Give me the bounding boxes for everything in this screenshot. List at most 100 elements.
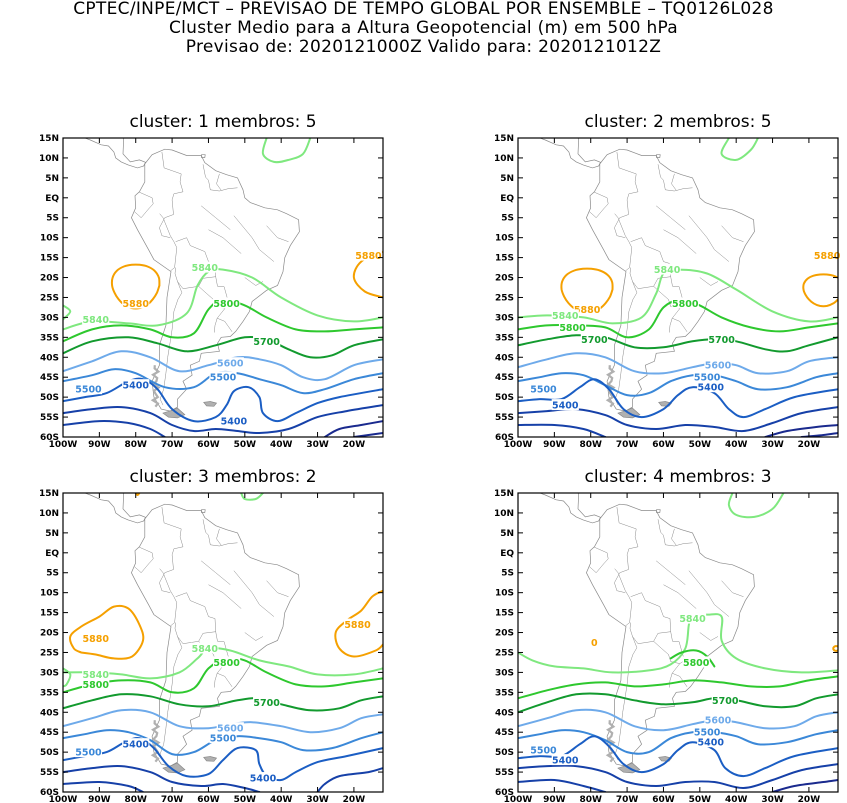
- contour-label-bg: [711, 694, 739, 706]
- contour-label: 5700: [708, 335, 735, 346]
- lat-tick-label: 45S: [495, 728, 514, 738]
- coast-falklands: [203, 756, 218, 762]
- contour-label: 5700: [253, 698, 280, 709]
- lon-tick-label: 60W: [197, 440, 220, 450]
- contour-label-bg: [122, 379, 150, 391]
- contour-label-bg: [249, 772, 277, 784]
- border-10: [214, 318, 218, 333]
- lat-tick-label: 60S: [40, 788, 59, 798]
- lat-tick-label: 10S: [495, 589, 514, 599]
- lat-tick-label: 10S: [40, 589, 59, 599]
- contour-label: 5500: [210, 373, 237, 384]
- lat-tick-label: 15N: [494, 489, 514, 499]
- contour-label-bg: [708, 333, 736, 345]
- contour-5300-11: [63, 764, 261, 792]
- lon-tick-label: 40W: [270, 440, 293, 450]
- contour-label-bg: [213, 297, 241, 309]
- lat-tick-label: 35S: [40, 333, 59, 343]
- border-13: [663, 229, 697, 254]
- lat-tick-label: 5S: [46, 214, 59, 224]
- border-2: [671, 173, 677, 191]
- contour-label-bg: [704, 359, 732, 371]
- lat-tick-label: 5S: [46, 569, 59, 579]
- contour-label: 5800: [559, 323, 586, 334]
- lon-ticks: 100W 90W 80W 70W 60W 50W 40W 30W 20W: [504, 138, 820, 450]
- lon-ticks: 100W 90W 80W 70W 60W 50W 40W 30W 20W: [49, 138, 365, 450]
- contour-label: 5500: [75, 748, 102, 759]
- lon-tick-label: 60W: [652, 440, 675, 450]
- coastlines: [83, 493, 300, 774]
- lat-tick-label: 45S: [40, 728, 59, 738]
- lat-tick-label: 40S: [40, 708, 59, 718]
- lat-tick-label: 35S: [495, 688, 514, 698]
- contour-5880-1: [802, 273, 838, 308]
- lat-tick-label: 30S: [40, 313, 59, 323]
- border-16: [699, 632, 719, 641]
- lon-tick-label: 90W: [543, 795, 566, 803]
- border-1: [657, 164, 693, 192]
- lat-tick-label: 55S: [495, 413, 514, 423]
- coast-central-america: [538, 138, 601, 169]
- border-15: [721, 580, 744, 597]
- contour-label-bg: [253, 335, 281, 347]
- contour-5200-12: [771, 779, 838, 792]
- panel-1-title: cluster: 1 membros: 5: [129, 112, 317, 132]
- contour-label-bg: [253, 696, 281, 708]
- border-13: [208, 584, 242, 609]
- contour-label-bg: [590, 636, 599, 648]
- contour-label-bg: [191, 261, 219, 273]
- border-5: [614, 214, 629, 238]
- border-0: [616, 151, 639, 215]
- contour-label-bg: [191, 642, 219, 654]
- lat-tick-label: EQ: [45, 549, 59, 559]
- coast-falklands: [203, 401, 218, 407]
- lat-tick-label: 15S: [495, 254, 514, 264]
- coast-chile-fjords: [150, 720, 161, 763]
- coast-island-2: [201, 509, 206, 513]
- contour-label: 5500: [694, 373, 721, 384]
- contour-label-bg: [82, 632, 110, 644]
- contour-label: 5800: [213, 299, 240, 310]
- contour-label-bg: [82, 668, 110, 680]
- lat-ticks: 15N 10N 5N EQ 5S 10S 15S 20S 25S 30S 35S 40S 45S 50S 5…: [494, 489, 838, 798]
- border-1: [657, 519, 693, 547]
- lon-tick-label: 50W: [234, 440, 257, 450]
- coast-tierra-del-fuego: [162, 762, 186, 774]
- lat-tick-label: EQ: [500, 194, 514, 204]
- contour-labels: 5880588058405840580058005700560055005500…: [74, 618, 371, 785]
- contour-label: 5880: [344, 620, 371, 631]
- borders: [589, 506, 744, 761]
- lon-tick-label: 50W: [689, 440, 712, 450]
- header-line-1: CPTEC/INPE/MCT – PREVISAO DE TEMPO GLOBA…: [73, 0, 774, 19]
- contour-label: 5800: [683, 658, 710, 669]
- lat-ticks: 15N 10N 5N EQ 5S 10S 15S 20S 25S 30S 35S 40S 45S 50S 5…: [39, 134, 383, 443]
- contour-label: 5700: [581, 335, 608, 346]
- map-content: [518, 138, 838, 437]
- map-frame: [62, 137, 384, 438]
- lon-tick-label: 100W: [504, 795, 533, 803]
- contour-label: 5840: [83, 315, 110, 326]
- lon-tick-label: 30W: [306, 795, 329, 803]
- contour-label-bg: [209, 732, 237, 744]
- border-11: [159, 281, 183, 406]
- lat-tick-label: 5N: [45, 174, 59, 184]
- border-14: [656, 205, 686, 230]
- contour-label: 5400: [698, 383, 725, 394]
- lon-tick-label: 100W: [49, 440, 78, 450]
- contour-label-bg: [558, 321, 587, 333]
- contour-label-bg: [122, 297, 150, 309]
- coast-south-america: [586, 148, 755, 412]
- border-0: [161, 151, 184, 215]
- lat-tick-label: 15S: [40, 254, 59, 264]
- lat-tick-label: 50S: [495, 748, 514, 758]
- lat-tick-label: 15N: [494, 134, 514, 144]
- border-4: [159, 568, 178, 626]
- contour-label: 5400: [221, 417, 248, 428]
- contour-5880-1: [334, 589, 383, 658]
- border-2: [671, 528, 677, 546]
- contour-label: 5400: [123, 381, 150, 392]
- contour-label: 5880: [355, 251, 382, 262]
- contour-label: 5400: [250, 774, 277, 785]
- contour-5840-3: [518, 612, 838, 674]
